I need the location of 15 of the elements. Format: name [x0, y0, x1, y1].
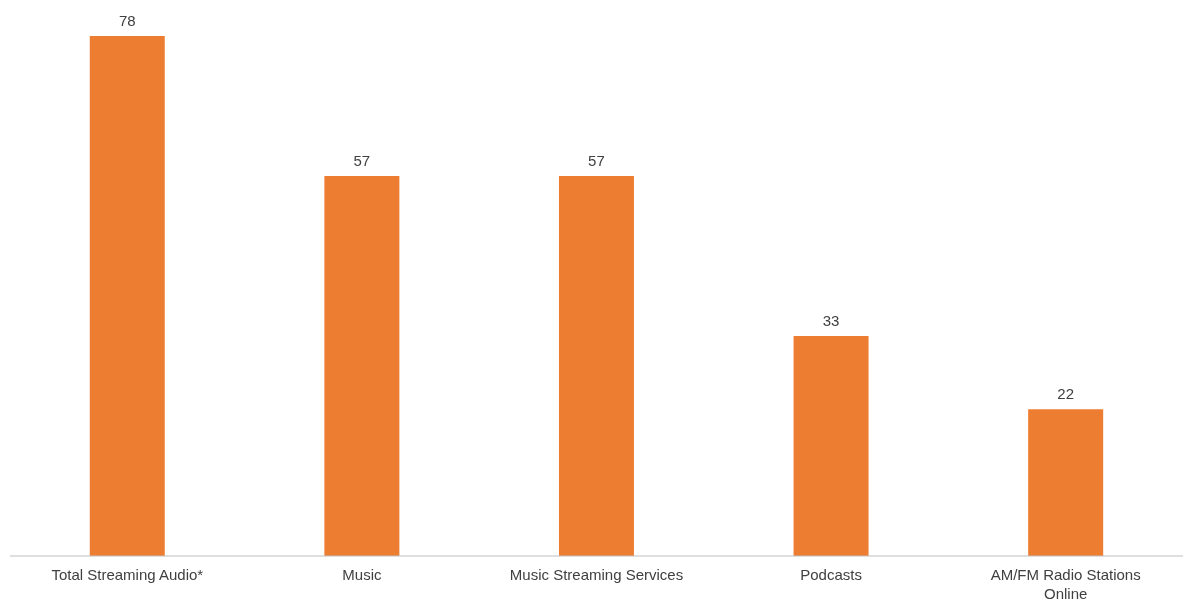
bar — [324, 176, 400, 556]
data-label: 22 — [1057, 385, 1075, 403]
data-label: 33 — [822, 312, 840, 329]
data-label: 57 — [353, 152, 371, 169]
x-tick-label: Podcasts — [800, 566, 862, 583]
x-tick-label: Music — [342, 566, 382, 583]
bar — [558, 176, 634, 556]
x-tick-label: Total Streaming Audio* — [51, 566, 204, 583]
data-label: 78 — [118, 12, 136, 29]
data-label: 57 — [588, 152, 605, 169]
bar — [793, 336, 869, 556]
x-tick-label: Music Streaming Services — [509, 566, 684, 583]
bar — [89, 36, 165, 556]
bar — [1028, 409, 1104, 556]
x-tick-label: AM/FM Radio Stations Online — [990, 566, 1141, 602]
